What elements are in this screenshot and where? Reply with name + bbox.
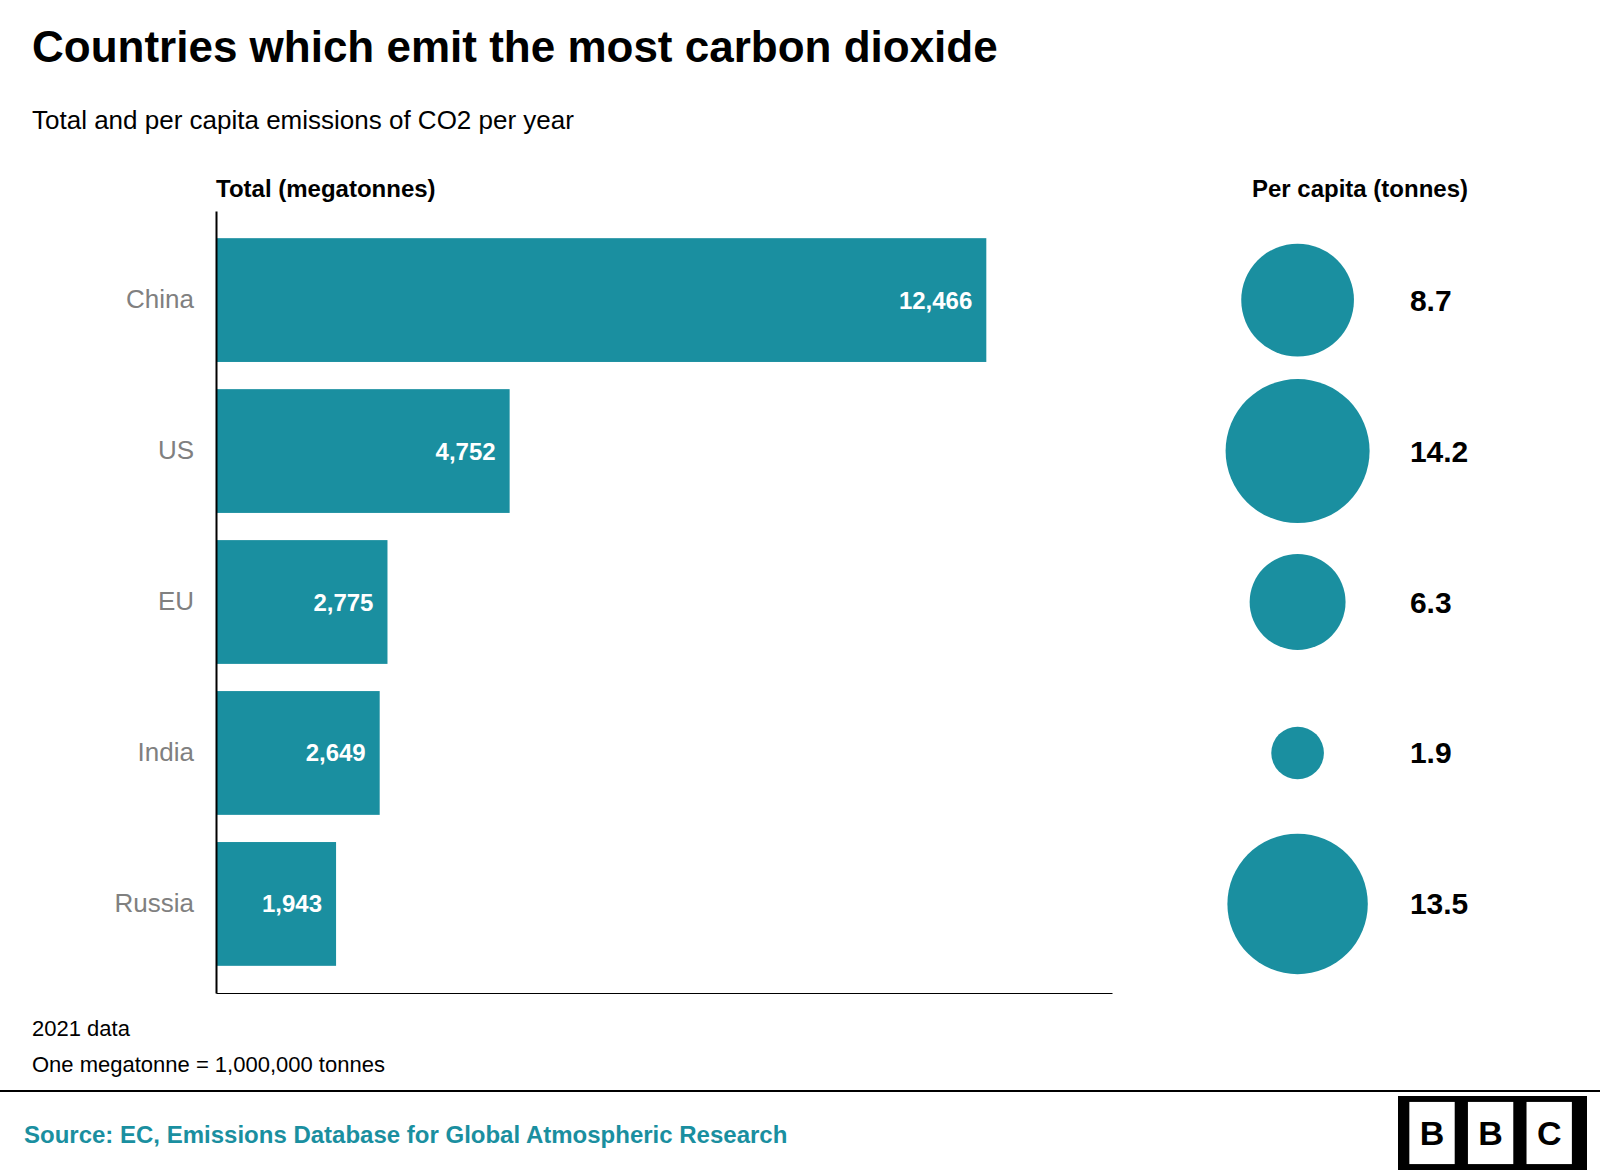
tick: China [126, 284, 216, 314]
bars [216, 238, 986, 966]
bar-labels: 12,466 4,752 2,775 2,649 1,943 [262, 287, 972, 918]
bubble-label: 1.9 [1410, 736, 1452, 769]
bubble [1241, 244, 1354, 357]
bubble-column: Per capita (tonnes) 8.7 14.2 6.3 1.9 13.5 [1226, 175, 1469, 974]
tick: US [158, 435, 216, 465]
logo-block [1468, 1102, 1513, 1164]
bubble-label: 8.7 [1410, 284, 1452, 317]
bar-plot: 12,466 4,752 2,775 2,649 1,943 China US EU India… [115, 175, 1113, 994]
bubble [1227, 834, 1367, 974]
bar [216, 842, 336, 966]
axis-label: Total (megatonnes) [216, 175, 436, 202]
tick: EU [158, 586, 216, 616]
footnote: 2021 data [32, 1016, 131, 1041]
bubble-label: 13.5 [1410, 887, 1468, 920]
y-axis-line [216, 212, 218, 994]
category-label: US [158, 435, 194, 465]
bar-label: 2,649 [306, 739, 366, 766]
category-label: Russia [115, 888, 195, 918]
logo-block [1527, 1102, 1572, 1164]
logo-block [1409, 1102, 1454, 1164]
bubble-labels: 8.7 14.2 6.3 1.9 13.5 [1410, 284, 1468, 921]
chart: Countries which emit the most carbon dio… [0, 0, 1600, 1175]
bar-label: 4,752 [436, 438, 496, 465]
logo-background [1398, 1096, 1587, 1170]
tick: India [138, 737, 216, 767]
x-axis [217, 993, 1113, 994]
bar-label: 1,943 [262, 890, 322, 917]
logo-letter: C [1537, 1114, 1562, 1152]
tick: Russia [115, 888, 216, 918]
bar-label: 12,466 [899, 287, 972, 314]
source-rule [0, 1090, 1600, 1092]
category-label: India [138, 737, 195, 767]
logo-letter: B [1420, 1114, 1445, 1152]
footnotes: 2021 data One megatonne = 1,000,000 tonne… [32, 1016, 385, 1077]
logo-letter: B [1478, 1114, 1503, 1152]
bubble [1226, 379, 1370, 523]
bubble [1250, 554, 1346, 650]
category-label: China [126, 284, 194, 314]
axis-label: Per capita (tonnes) [1252, 175, 1468, 202]
bubble [1271, 727, 1324, 780]
x-axis-line [217, 993, 1113, 994]
bar [216, 238, 986, 362]
category-label: EU [158, 586, 194, 616]
bar [216, 691, 380, 815]
y-axis: China US EU India Russia [115, 212, 217, 994]
bubble-label: 14.2 [1410, 435, 1468, 468]
logo: BBC [1398, 1096, 1587, 1170]
bubbles [1226, 244, 1370, 974]
source: Source: EC, Emissions Database for Globa… [24, 1121, 787, 1148]
bar-label: 2,775 [313, 589, 373, 616]
bar [216, 389, 510, 513]
bar [216, 540, 387, 664]
bubble-label: 6.3 [1410, 586, 1452, 619]
title: Countries which emit the most carbon dio… [32, 22, 998, 71]
footnote: One megatonne = 1,000,000 tonnes [32, 1052, 385, 1077]
subtitle: Total and per capita emissions of CO2 pe… [32, 105, 574, 135]
background [0, 0, 1600, 1175]
